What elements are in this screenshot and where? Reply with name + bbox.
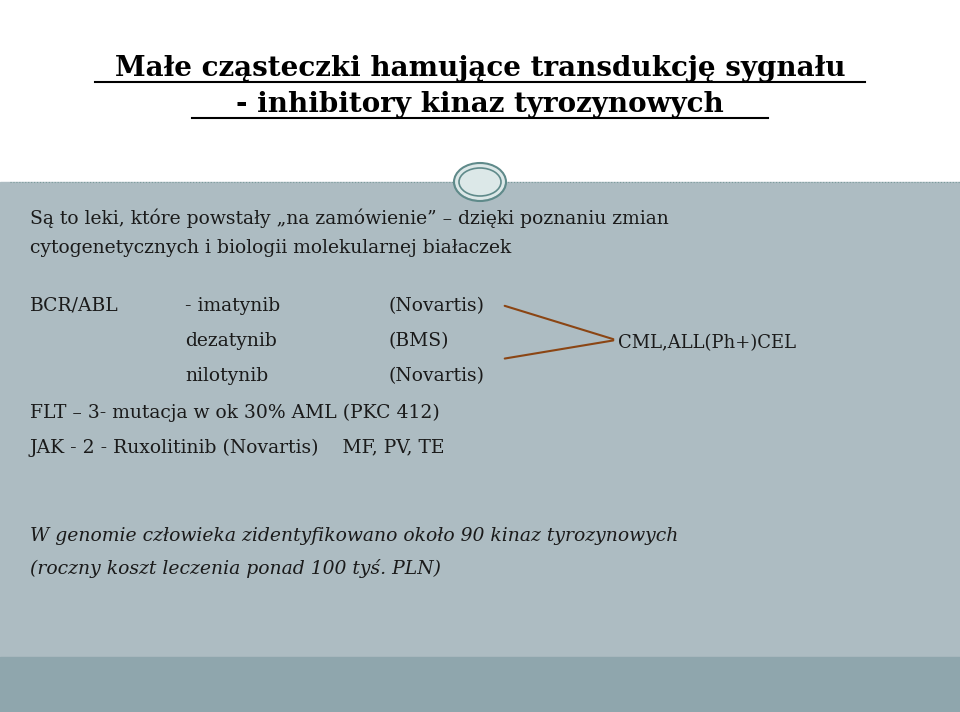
Text: FLT – 3- mutacja w ok 30% AML (PKC 412): FLT – 3- mutacja w ok 30% AML (PKC 412) [30, 404, 440, 422]
Text: (BMS): (BMS) [388, 332, 448, 350]
Text: (Novartis): (Novartis) [388, 367, 484, 385]
Ellipse shape [455, 164, 505, 200]
Text: JAK - 2 - Ruxolitinib (Novartis)    MF, PV, TE: JAK - 2 - Ruxolitinib (Novartis) MF, PV,… [30, 439, 445, 457]
Text: W genomie człowieka zidentyfikowano około 90 kinaz tyrozynowych: W genomie człowieka zidentyfikowano okoł… [30, 527, 679, 545]
Bar [0, 0, 960, 182]
Text: BCR/ABL: BCR/ABL [30, 297, 119, 315]
Text: Są to leki, które powstały „na zamówienie” – dzięki poznaniu zmian: Są to leki, które powstały „na zamówieni… [30, 209, 669, 229]
Bar [0, 657, 960, 712]
Text: - inhibitory kinaz tyrozynowych: - inhibitory kinaz tyrozynowych [236, 92, 724, 118]
Text: nilotynib: nilotynib [185, 367, 268, 385]
Text: Małe cząsteczki hamujące transdukcję sygnału: Małe cząsteczki hamujące transdukcję syg… [114, 56, 846, 83]
Text: cytogenetycznych i biologii molekularnej białaczek: cytogenetycznych i biologii molekularnej… [30, 239, 512, 257]
Text: dezatynib: dezatynib [185, 332, 276, 350]
Text: CML,ALL(Ph+)CEL: CML,ALL(Ph+)CEL [618, 334, 796, 352]
Text: (roczny koszt leczenia ponad 100 tyś. PLN): (roczny koszt leczenia ponad 100 tyś. PL… [30, 559, 441, 578]
Text: (Novartis): (Novartis) [388, 297, 484, 315]
Text: - imatynib: - imatynib [185, 297, 280, 315]
Bar [0, 182, 960, 657]
